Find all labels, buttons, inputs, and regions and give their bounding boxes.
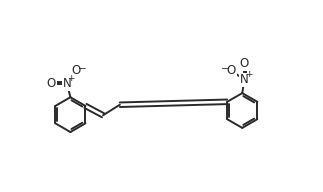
Text: O: O (71, 65, 81, 78)
Text: O: O (240, 57, 249, 70)
Text: O: O (227, 64, 236, 77)
Text: −: − (221, 64, 230, 74)
Text: O: O (47, 77, 56, 90)
Text: N: N (63, 77, 71, 90)
Text: +: + (245, 70, 252, 79)
Text: N: N (240, 73, 249, 86)
Text: −: − (78, 64, 86, 74)
Text: +: + (68, 74, 75, 83)
